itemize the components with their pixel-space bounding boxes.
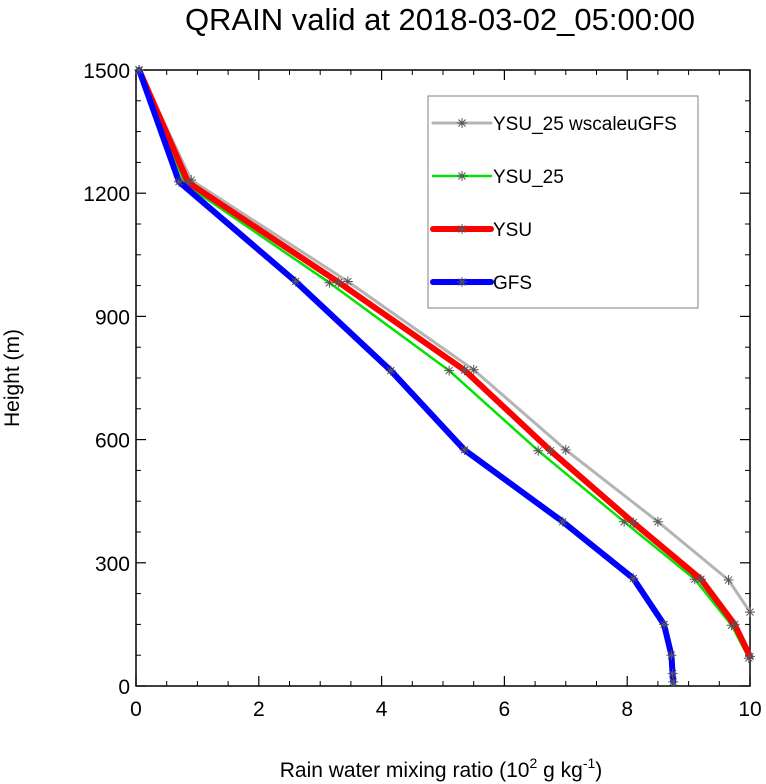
legend-box <box>427 95 699 309</box>
legend-item: GFS <box>430 273 532 294</box>
data-point-marker <box>745 651 755 662</box>
legend-label: YSU_25 <box>493 167 564 188</box>
x-axis-label-main: Rain water mixing ratio (10 <box>280 759 530 782</box>
data-point-marker <box>652 516 663 527</box>
data-point-marker <box>659 619 670 630</box>
data-point-marker <box>668 676 679 687</box>
y-tick-label: 300 <box>95 553 130 576</box>
x-tick-labels: 0 2 4 6 8 10 <box>130 698 762 721</box>
data-point-marker <box>468 364 479 375</box>
data-point-marker <box>290 276 301 287</box>
x-axis-label-mid: g kg <box>537 759 583 782</box>
legend: YSU_25 wscaleuGFS YSU_25 YSU GFS <box>427 95 699 309</box>
data-point-marker <box>628 573 639 584</box>
y-tick-label: 1200 <box>83 183 130 206</box>
data-point-marker <box>619 516 630 527</box>
legend-label: YSU_25 wscaleuGFS <box>493 114 677 135</box>
data-point-marker <box>444 365 455 376</box>
legend-label: YSU <box>493 220 532 241</box>
x-tick-label: 6 <box>499 698 511 721</box>
x-tick-label: 0 <box>130 698 142 721</box>
data-point-marker <box>457 277 467 287</box>
y-axis-label: Height (m) <box>1 329 24 427</box>
legend-item: YSU_25 <box>431 167 564 188</box>
y-tick-label: 0 <box>118 676 130 699</box>
legend-items: YSU_25 wscaleuGFS YSU_25 YSU GFS <box>430 114 677 294</box>
data-point-marker <box>667 668 678 679</box>
y-tick-label: 1500 <box>83 60 130 83</box>
y-tick-label: 600 <box>95 430 130 453</box>
data-point-marker <box>545 445 556 456</box>
data-point-marker <box>457 171 467 181</box>
data-point-marker <box>560 444 571 455</box>
x-tick-label: 4 <box>376 698 388 721</box>
data-point-marker <box>324 277 335 288</box>
data-point-marker <box>695 574 706 585</box>
axis-ticks <box>135 69 751 687</box>
y-tick-labels: 0 300 600 900 1200 1500 <box>83 60 130 699</box>
x-tick-label: 10 <box>738 698 761 721</box>
series-4 <box>134 65 679 687</box>
legend-label: GFS <box>493 273 532 294</box>
data-point-marker <box>183 177 194 188</box>
chart-title: QRAIN valid at 2018-03-02_05:00:00 <box>185 2 695 37</box>
data-point-marker <box>173 176 184 187</box>
legend-item: YSU_25 wscaleuGFS <box>431 114 677 135</box>
data-point-marker <box>457 224 467 234</box>
data-point-marker <box>459 444 470 455</box>
series-line <box>137 68 752 614</box>
data-point-marker <box>457 118 467 128</box>
data-point-marker <box>385 365 396 376</box>
legend-item: YSU <box>430 220 532 241</box>
x-axis-label-end: ) <box>595 759 602 782</box>
data-point-marker <box>666 650 677 661</box>
data-point-marker <box>533 445 544 456</box>
data-point-marker <box>333 277 344 288</box>
data-point-marker <box>459 365 470 376</box>
data-point-marker <box>723 575 734 586</box>
x-axis-label-sup2: -1 <box>583 755 596 771</box>
data-point-marker <box>342 276 353 287</box>
y-tick-label: 900 <box>95 306 130 329</box>
data-point-marker <box>729 619 740 630</box>
data-point-marker <box>745 607 755 618</box>
x-tick-label: 2 <box>253 698 265 721</box>
data-point-marker <box>628 517 639 528</box>
x-axis-label-sup1: 2 <box>529 755 537 771</box>
x-axis-label: Rain water mixing ratio (102 g kg-1) <box>280 755 603 782</box>
x-tick-label: 8 <box>621 698 633 721</box>
data-point-marker <box>557 516 568 527</box>
data-point-marker <box>134 65 145 75</box>
data-point-marker <box>689 574 700 585</box>
series-group <box>134 65 755 687</box>
